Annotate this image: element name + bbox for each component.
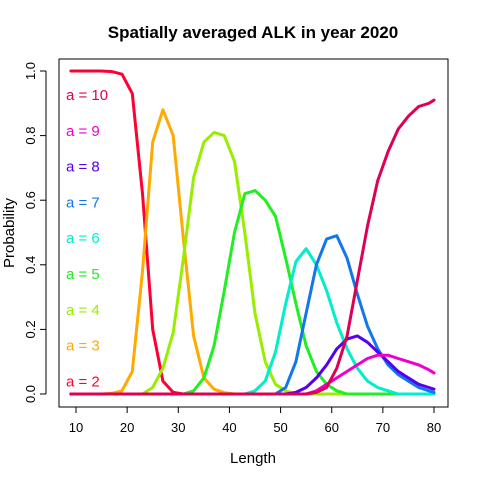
y-tick-label: 0.6 bbox=[23, 191, 38, 209]
chart-title: Spatially averaged ALK in year 2020 bbox=[108, 23, 398, 42]
legend-item: a = 6 bbox=[66, 230, 100, 247]
y-tick-label: 0.2 bbox=[23, 320, 38, 338]
x-axis-label: Length bbox=[230, 450, 276, 467]
x-tick-label: 20 bbox=[120, 420, 134, 435]
legend-item: a = 2 bbox=[66, 373, 100, 390]
x-tick-label: 30 bbox=[171, 420, 185, 435]
series-line-10 bbox=[69, 98, 436, 396]
x-tick-label: 10 bbox=[69, 420, 83, 435]
legend: a = 10 a = 9 a = 8 a = 7 a = 6 a = 5 a = 4 a = … bbox=[66, 87, 108, 390]
x-axis: 10 20 30 40 50 60 70 80 bbox=[69, 406, 441, 435]
series-lines bbox=[69, 69, 436, 396]
legend-item: a = 7 bbox=[66, 194, 100, 211]
legend-item: a = 5 bbox=[66, 266, 100, 283]
x-tick-label: 80 bbox=[427, 420, 441, 435]
y-axis-label: Probability bbox=[1, 197, 18, 268]
legend-item: a = 9 bbox=[66, 123, 100, 140]
x-tick-label: 70 bbox=[376, 420, 390, 435]
y-tick-label: 0.8 bbox=[23, 127, 38, 145]
x-tick-label: 50 bbox=[273, 420, 287, 435]
y-tick-label: 0.0 bbox=[23, 385, 38, 403]
x-tick-label: 40 bbox=[222, 420, 236, 435]
legend-item: a = 4 bbox=[66, 302, 100, 319]
y-axis: 0.0 0.2 0.4 0.6 0.8 1.0 bbox=[23, 62, 47, 403]
y-tick-label: 1.0 bbox=[23, 62, 38, 80]
legend-item: a = 10 bbox=[66, 87, 108, 104]
y-tick-label: 0.4 bbox=[23, 256, 38, 274]
legend-item: a = 3 bbox=[66, 338, 100, 355]
x-tick-label: 60 bbox=[324, 420, 338, 435]
legend-item: a = 8 bbox=[66, 159, 100, 176]
